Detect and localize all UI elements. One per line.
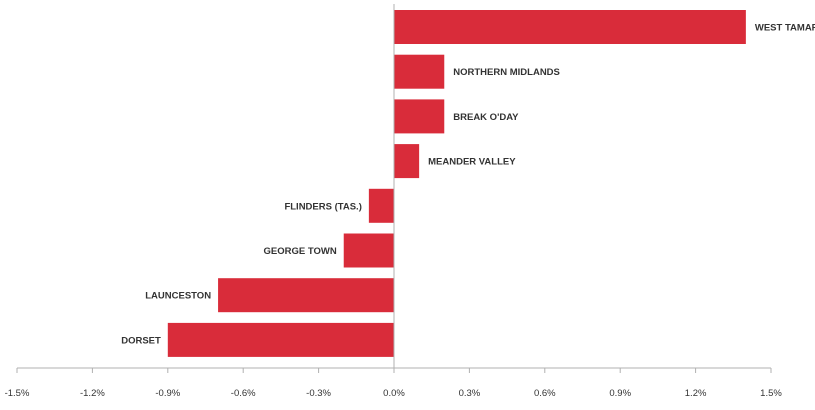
x-tick-label: -0.3% xyxy=(306,388,331,399)
category-label-break-o-day: BREAK O'DAY xyxy=(453,112,519,123)
bar-george-town xyxy=(343,233,394,268)
category-label-west-tamar: WEST TAMAR xyxy=(755,23,815,34)
bar-flinders-tas xyxy=(368,188,394,223)
bars-group xyxy=(167,10,746,357)
category-label-george-town: GEORGE TOWN xyxy=(264,246,337,257)
category-label-flinders-tas: FLINDERS (TAS.) xyxy=(284,201,361,212)
category-label-meander-valley: MEANDER VALLEY xyxy=(428,157,516,168)
x-ticks-group: -1.5% -1.2% -0.9% -0.6% -0.3% 0.0% 0.3% 0.6% 0.9… xyxy=(5,368,782,399)
x-tick-label: -1.5% xyxy=(5,388,30,399)
x-tick-label: 1.5% xyxy=(760,388,782,399)
x-tick-label: 0.9% xyxy=(609,388,631,399)
x-tick-label: -0.9% xyxy=(155,388,180,399)
category-label-northern-midlands: NORTHERN MIDLANDS xyxy=(453,67,560,78)
x-tick-label: -1.2% xyxy=(80,388,105,399)
bar-break-o-day xyxy=(394,99,445,134)
category-label-launceston: LAUNCESTON xyxy=(145,291,211,302)
x-tick-label: 1.2% xyxy=(685,388,707,399)
bar-meander-valley xyxy=(394,144,420,179)
x-tick-label: -0.6% xyxy=(231,388,256,399)
bar-dorset xyxy=(167,322,394,357)
bar-west-tamar xyxy=(394,10,746,44)
category-label-dorset: DORSET xyxy=(121,335,161,346)
x-tick-label: 0.6% xyxy=(534,388,556,399)
bar-northern-midlands xyxy=(394,54,445,89)
x-tick-label: 0.3% xyxy=(459,388,481,399)
bar-launceston xyxy=(218,278,394,313)
category-labels-group: WEST TAMAR NORTHERN MIDLANDS BREAK O'DAY ME… xyxy=(121,23,815,347)
x-tick-label: 0.0% xyxy=(383,388,405,399)
